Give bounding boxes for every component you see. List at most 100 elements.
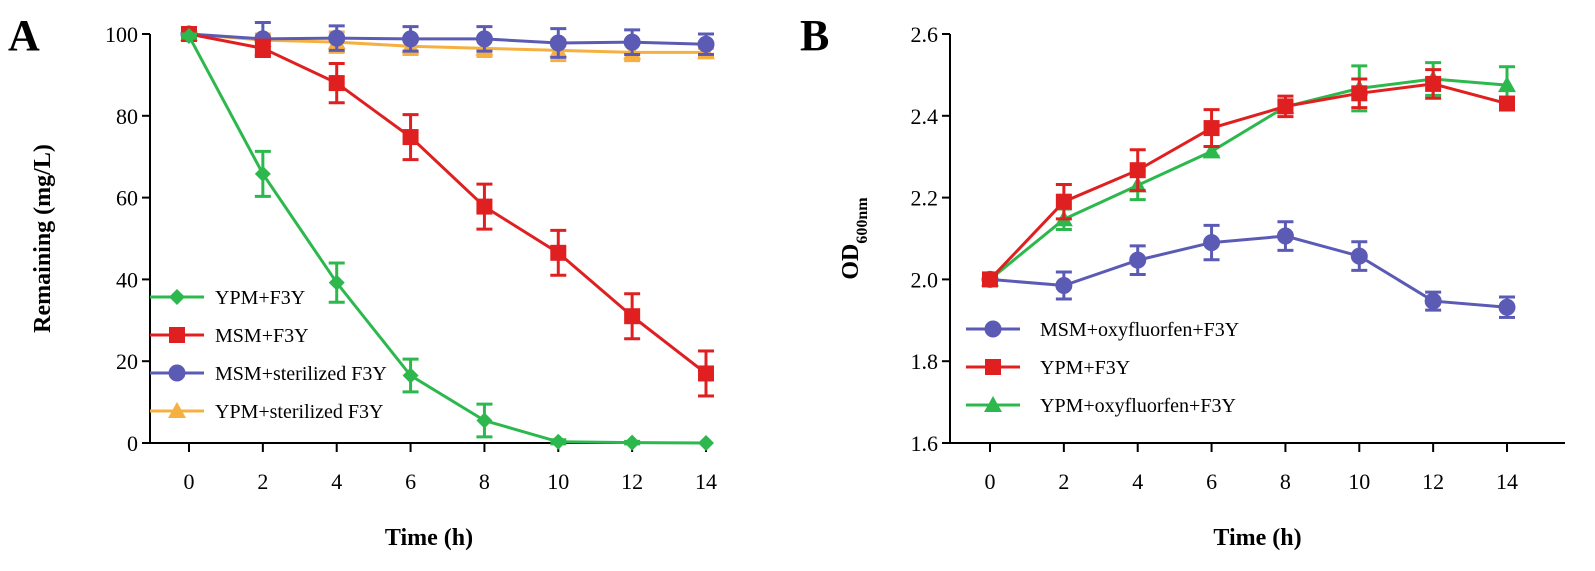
data-point — [402, 367, 419, 384]
legend-item: YPM+F3Y — [150, 287, 305, 309]
legend-marker — [985, 359, 1001, 375]
legend-item: YPM+oxyfluorfen+F3Y — [966, 395, 1236, 417]
x-axis-title: Time (h) — [385, 525, 473, 551]
legend-label: MSM+sterilized F3Y — [215, 363, 387, 385]
panel-label: B — [800, 11, 829, 60]
legend-marker — [169, 327, 185, 343]
data-point — [1055, 193, 1072, 210]
series-line — [187, 35, 707, 445]
data-point — [1203, 234, 1221, 252]
series-line — [188, 32, 707, 375]
legend-marker — [168, 364, 186, 382]
series-line — [188, 32, 706, 54]
x-tick-label: 0 — [184, 469, 195, 494]
y-tick-label: 2.0 — [911, 267, 939, 292]
data-point — [1129, 251, 1147, 269]
panel-label: A — [8, 11, 40, 60]
legend: MSM+oxyfluorfen+F3Y YPM+F3Y YPM+oxyfluorfe… — [966, 319, 1239, 417]
legend-marker — [984, 396, 1002, 412]
data-point — [328, 75, 345, 92]
y-tick-label: 80 — [116, 104, 138, 129]
data-point — [328, 274, 345, 291]
data-point — [982, 271, 998, 288]
data-point — [1277, 98, 1294, 115]
x-tick-label: 10 — [547, 469, 569, 494]
x-tick-label: 2 — [257, 469, 268, 494]
data-point — [254, 165, 271, 182]
data-point — [623, 33, 641, 51]
series-ypm-f3y — [181, 28, 714, 451]
data-point — [624, 434, 641, 451]
legend-label: YPM+F3Y — [215, 287, 305, 309]
x-tick-label: 0 — [985, 469, 996, 494]
y-tick-label: 40 — [116, 267, 138, 292]
legend-marker — [169, 289, 185, 305]
y-tick-label: 2.2 — [911, 186, 939, 211]
legend-label: YPM+oxyfluorfen+F3Y — [1040, 395, 1236, 417]
data-point — [476, 198, 493, 215]
legend: YPM+F3Y MSM+F3Y MSM+sterilized F3Y YPM+ster… — [150, 287, 387, 423]
chart-panel-a: A 0 20 40 60 80 100 0 2 4 6 8 10 12 14 Time (h) Remainin… — [8, 11, 717, 551]
legend-label: YPM+sterilized F3Y — [215, 401, 384, 423]
data-point — [181, 28, 197, 45]
data-point — [402, 129, 419, 146]
legend-marker — [168, 402, 186, 418]
series-line — [989, 234, 1508, 309]
legend-item: MSM+sterilized F3Y — [150, 363, 387, 385]
data-point — [1055, 277, 1073, 295]
x-tick-label: 10 — [1348, 469, 1370, 494]
x-tick-label: 6 — [1206, 469, 1217, 494]
y-tick-label: 60 — [116, 186, 138, 211]
legend-item: MSM+oxyfluorfen+F3Y — [966, 319, 1239, 341]
x-tick-label: 12 — [1422, 469, 1444, 494]
series-msm-oxyfluorfen-f3y — [981, 220, 1516, 319]
data-point — [1350, 247, 1368, 265]
data-point — [550, 433, 567, 450]
series-line — [989, 77, 1508, 281]
data-point — [254, 40, 271, 57]
data-point — [402, 30, 420, 48]
y-axis-title: OD600nm — [838, 197, 871, 280]
y-axis-title: Remaining (mg/L) — [30, 144, 56, 333]
data-point — [697, 35, 715, 53]
x-tick-label: 14 — [695, 469, 717, 494]
y-axis-title-subscript: 600nm — [854, 197, 871, 244]
y-tick-label: 20 — [116, 349, 138, 374]
data-point — [1498, 76, 1516, 93]
legend-label: YPM+F3Y — [1040, 357, 1130, 379]
data-point — [1499, 95, 1515, 112]
data-point — [1276, 227, 1294, 245]
x-axis-title: Time (h) — [1213, 525, 1301, 551]
legend-label: MSM+F3Y — [215, 325, 309, 347]
y-tick-label: 1.8 — [911, 349, 939, 374]
x-tick-label: 4 — [1132, 469, 1143, 494]
data-point — [1203, 120, 1220, 137]
data-point — [1425, 75, 1442, 92]
legend-marker — [984, 320, 1002, 338]
data-point — [476, 412, 493, 429]
data-point — [1202, 142, 1221, 159]
data-point — [698, 435, 714, 451]
data-point — [550, 244, 567, 261]
legend-item: YPM+sterilized F3Y — [150, 401, 384, 423]
chart-panel-b: B 1.6 1.8 2.0 2.2 2.4 2.6 0 2 4 6 8 10 12 14 Time (h) OD… — [800, 11, 1565, 551]
y-tick-label: 2.6 — [911, 22, 939, 47]
series-ypm-oxyfluorfen-f3y — [981, 61, 1516, 287]
series-line — [188, 32, 707, 46]
legend-label: MSM+oxyfluorfen+F3Y — [1040, 319, 1239, 341]
y-tick-label: 0 — [127, 431, 138, 456]
y-tick-label: 2.4 — [911, 104, 939, 129]
data-point — [328, 29, 346, 47]
legend-item: MSM+F3Y — [150, 325, 309, 347]
x-tick-label: 2 — [1058, 469, 1069, 494]
data-point — [549, 34, 567, 52]
y-tick-label: 100 — [105, 22, 138, 47]
legend-item: YPM+F3Y — [966, 357, 1130, 379]
x-tick-label: 12 — [621, 469, 643, 494]
x-tick-label: 8 — [479, 469, 490, 494]
data-point — [1424, 292, 1442, 310]
x-tick-label: 6 — [405, 469, 416, 494]
data-point — [475, 30, 493, 48]
x-tick-label: 8 — [1280, 469, 1291, 494]
